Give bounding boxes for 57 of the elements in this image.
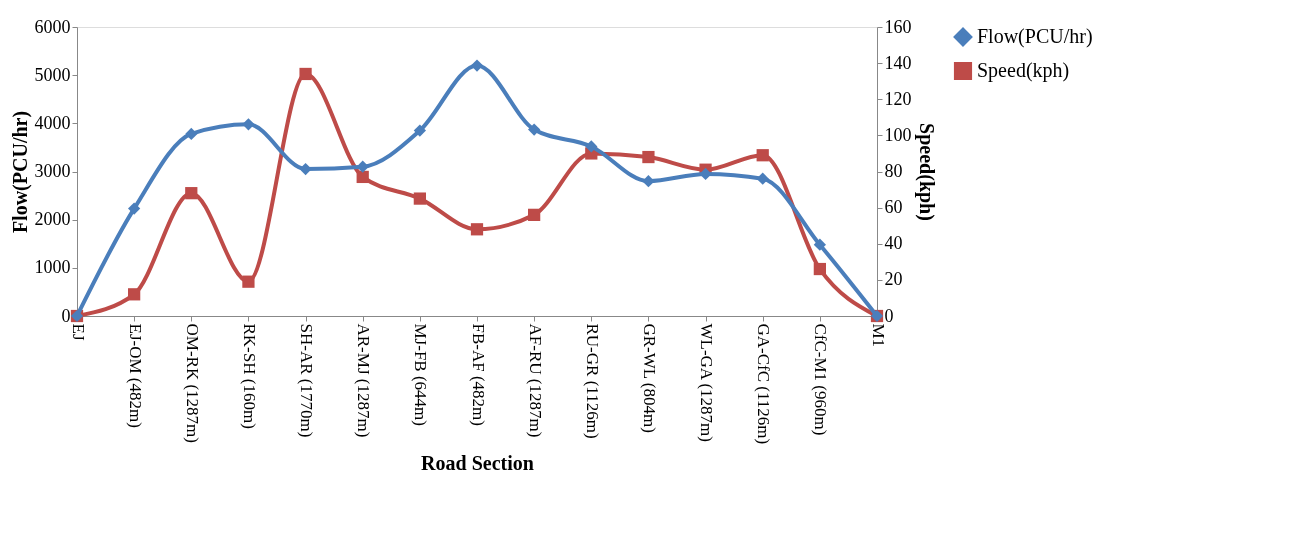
y2-tick-label: 100 [884,124,912,145]
legend-label: Speed(kph) [977,59,1070,82]
x-tick-label: OM-RK (1287m) [182,323,202,443]
point [185,127,198,141]
x-tick-label: MJ-FB (644m) [411,323,431,426]
y2-tick-label: 120 [884,88,912,109]
y2-tick-label: 80 [884,161,903,181]
y2-axis-title: Speed(kph) [914,123,938,221]
x-tick-label: AR-MJ (1287m) [354,323,374,438]
y-tick-label: 5000 [34,64,71,85]
x-tick-label: RU-GR (1126m) [582,323,602,439]
point [413,124,426,137]
point [185,187,198,200]
y2-tick-label: 160 [884,16,912,37]
y2-tick-label: 140 [884,52,912,73]
point [528,123,541,136]
y-tick-label: 6000 [34,16,71,37]
x-tick-label: CfC-M1 (960m) [811,323,831,436]
x-axis-title: Road Section [421,452,534,475]
x-tick-label: GA-CfC (1126m) [754,323,774,445]
y2-tick-label: 40 [884,233,903,254]
point [813,238,826,251]
y-tick-label: 0 [61,305,71,326]
x-tick-label: GR-WL (804m) [639,323,659,433]
y2-tick-label: 0 [884,305,894,326]
x-tick-label: M1 [868,323,888,348]
x-tick-label: EJ-OM (482m) [125,323,145,428]
point [356,170,369,184]
point [813,262,826,276]
point [470,59,484,72]
x-tick-label: WL-GA (1287m) [697,323,717,443]
point [299,67,312,81]
point [528,208,541,221]
x-tick-label: EJ [68,323,88,341]
point [585,140,598,153]
y2-tick-label: 60 [884,197,903,218]
x-tick-label: SH-AR (1770m) [297,323,317,438]
point [128,288,141,301]
point [299,162,312,176]
point [413,192,426,205]
point [642,150,655,164]
x-tick-label: RK-SH (160m) [239,323,259,429]
y2-tick-label: 20 [884,269,903,290]
point [128,202,141,215]
point [470,223,484,236]
x-tick-label: FB-AF (482m) [468,323,488,426]
point [699,167,712,181]
y-tick-label: 3000 [34,161,71,181]
legend-label: Flow(PCU/hr) [977,25,1093,48]
y-axis-title: Flow(PCU/hr) [8,110,32,234]
y-tick-label: 1000 [34,257,71,278]
point [242,275,255,288]
y-tick-label: 4000 [34,112,71,133]
x-tick-label: AF-RU (1287m) [525,323,545,438]
point [242,118,255,131]
point [756,149,769,162]
y-tick-label: 2000 [34,209,71,230]
